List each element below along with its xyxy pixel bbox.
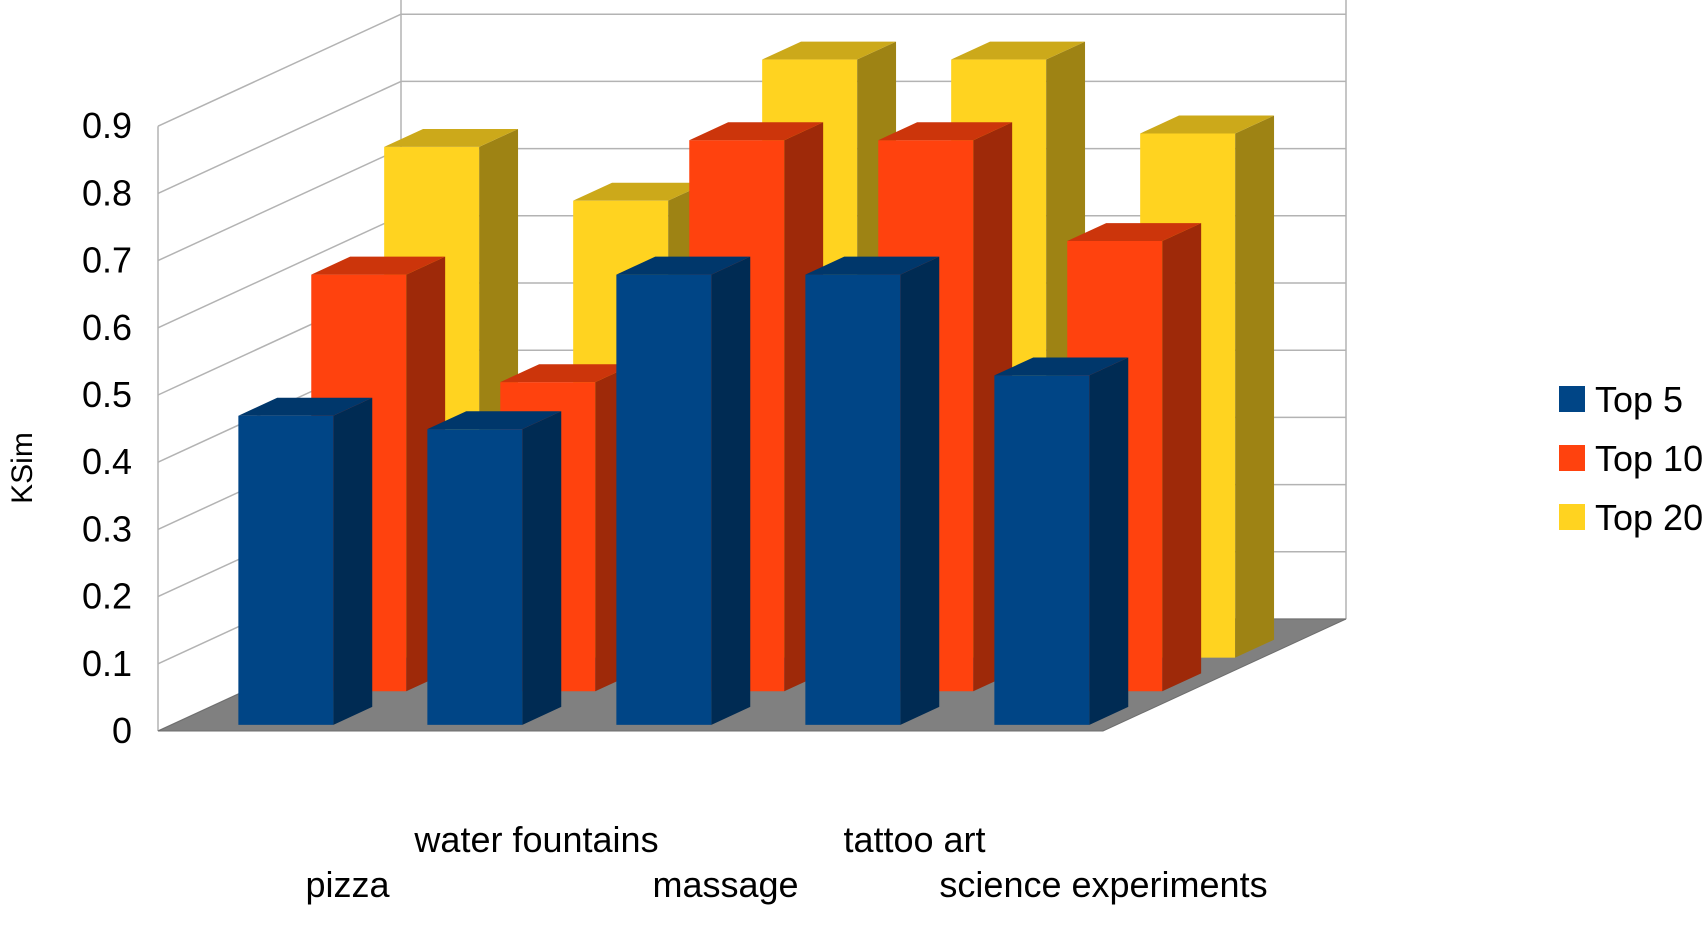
bar-side bbox=[522, 411, 562, 725]
x-category-label: science experiments bbox=[939, 864, 1267, 905]
bar-side bbox=[1162, 223, 1202, 692]
bar-top-5-science-experiments bbox=[994, 357, 1129, 725]
y-tick-label: 0.2 bbox=[82, 576, 132, 617]
bar-side bbox=[1235, 115, 1275, 658]
x-category-label: tattoo art bbox=[843, 819, 985, 860]
gridline-side bbox=[157, 147, 402, 262]
y-tick-label: 0.8 bbox=[82, 172, 132, 213]
y-tick-label: 0 bbox=[112, 710, 132, 751]
legend-swatch bbox=[1559, 386, 1585, 412]
bar-top bbox=[311, 256, 446, 275]
bar-front bbox=[616, 274, 712, 725]
gridline-side bbox=[157, 80, 402, 195]
bar-top-5-water-fountains bbox=[427, 411, 562, 725]
bar-top bbox=[384, 129, 519, 147]
bar-top bbox=[994, 357, 1129, 376]
legend-item-top-5: Top 5 bbox=[1559, 379, 1683, 420]
legend-item-top-20: Top 20 bbox=[1559, 497, 1703, 538]
y-tick-label: 0.3 bbox=[82, 508, 132, 549]
bar-top bbox=[1140, 115, 1275, 134]
bar-top bbox=[427, 411, 562, 430]
bar-top bbox=[689, 122, 824, 141]
bar-top-5-pizza bbox=[238, 397, 373, 725]
y-tick-label: 0.5 bbox=[82, 374, 132, 415]
legend: Top 5 Top 10 Top 20 bbox=[1559, 379, 1703, 538]
gridline-side bbox=[157, 13, 402, 127]
bar-side bbox=[1089, 357, 1129, 725]
legend-label: Top 20 bbox=[1595, 497, 1703, 538]
y-tick-label: 0.6 bbox=[82, 307, 132, 348]
gridline-side bbox=[157, 215, 402, 329]
bar-top bbox=[500, 364, 635, 383]
y-tick-label: 0.4 bbox=[82, 441, 132, 482]
legend-label: Top 10 bbox=[1595, 438, 1703, 479]
bar-top bbox=[616, 256, 751, 275]
x-category-label: massage bbox=[652, 864, 798, 905]
bar-top bbox=[951, 41, 1086, 60]
bar-front bbox=[994, 375, 1090, 725]
legend-item-top-10: Top 10 bbox=[1559, 438, 1703, 479]
y-axis-ticks: 0 0.1 0.2 0.3 0.4 0.5 0.6 0.7 0.8 0.9 bbox=[82, 105, 132, 751]
bars bbox=[238, 41, 1275, 725]
bar-top-5-massage bbox=[616, 256, 751, 725]
y-tick-label: 0.7 bbox=[82, 240, 132, 281]
bar-side bbox=[711, 256, 751, 725]
bar-top-5-tattoo-art bbox=[805, 256, 940, 725]
bar-top bbox=[805, 256, 940, 275]
y-tick-label: 0.1 bbox=[82, 643, 132, 684]
bar-top bbox=[238, 397, 373, 416]
bar-front bbox=[238, 415, 334, 725]
bar-front bbox=[805, 274, 901, 725]
bar-top bbox=[573, 182, 708, 201]
bar-top bbox=[1067, 223, 1202, 241]
legend-label: Top 5 bbox=[1595, 379, 1683, 420]
y-axis-title: KSim bbox=[6, 432, 39, 504]
bar-top bbox=[878, 122, 1013, 141]
x-category-label: water fountains bbox=[413, 819, 658, 860]
x-category-label: pizza bbox=[305, 864, 390, 905]
y-tick-label: 0.9 bbox=[82, 105, 132, 146]
legend-swatch bbox=[1559, 445, 1585, 471]
bar-side bbox=[333, 397, 373, 725]
bar-top bbox=[762, 41, 897, 60]
bar-side bbox=[900, 256, 940, 725]
legend-swatch bbox=[1559, 504, 1585, 530]
bar-front bbox=[427, 429, 523, 725]
